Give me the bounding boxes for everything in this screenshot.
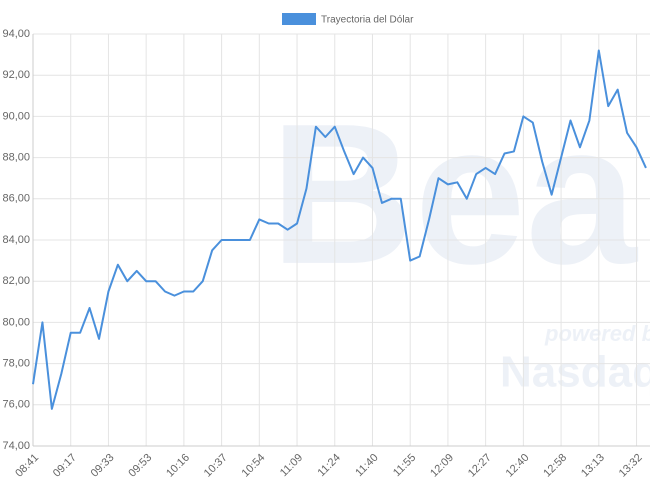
watermark: powered by: [544, 321, 650, 346]
y-tick-label: 74,00: [2, 440, 30, 452]
x-tick-label: 12:09: [428, 452, 456, 480]
x-tick-label: 13:32: [617, 452, 645, 480]
y-tick-label: 88,00: [2, 152, 30, 164]
x-tick-label: 13:13: [579, 452, 607, 480]
x-tick-label: 09:17: [51, 452, 79, 480]
y-tick-label: 80,00: [2, 316, 30, 328]
x-tick-label: 11:40: [353, 452, 380, 479]
x-tick-label: 11:24: [316, 452, 343, 479]
legend-swatch: [282, 13, 316, 25]
x-tick-label: 09:53: [126, 452, 154, 480]
x-tick-label: 10:54: [240, 452, 268, 480]
y-tick-label: 82,00: [2, 275, 30, 287]
y-tick-label: 94,00: [2, 28, 30, 40]
x-tick-label: 08:41: [13, 452, 41, 480]
y-tick-label: 78,00: [2, 358, 30, 370]
watermark: Bea: [270, 83, 639, 306]
x-tick-label: 11:55: [391, 452, 418, 479]
y-tick-label: 84,00: [2, 234, 30, 246]
x-tick-label: 12:27: [466, 452, 494, 480]
y-tick-label: 92,00: [2, 69, 30, 81]
x-tick-label: 12:40: [504, 452, 532, 480]
x-tick-label: 10:16: [164, 452, 192, 480]
y-tick-label: 86,00: [2, 193, 30, 205]
y-tick-label: 90,00: [2, 110, 30, 122]
x-tick-label: 09:33: [89, 452, 117, 480]
x-tick-label: 12:58: [541, 452, 569, 480]
legend-label: Trayectoria del Dólar: [321, 15, 414, 26]
y-tick-label: 76,00: [2, 399, 30, 411]
x-tick-label: 11:09: [278, 452, 305, 479]
line: [32, 49, 647, 410]
x-tick-label: 10:37: [202, 452, 230, 480]
watermark: Nasdaq: [500, 348, 650, 397]
